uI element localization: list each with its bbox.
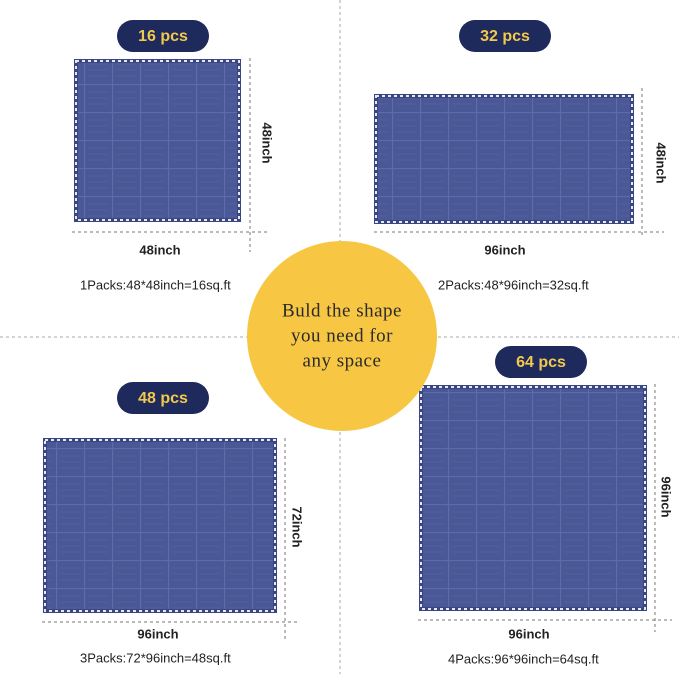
badge xyxy=(117,20,209,52)
mat xyxy=(419,385,647,611)
mat-edge xyxy=(420,386,646,610)
width-label: 48inch xyxy=(139,242,180,257)
caption: 3Packs:72*96inch=48sq.ft xyxy=(80,650,231,665)
panel: 48 pcs 96inch 72inch 3Packs:72*96inch=48… xyxy=(42,382,305,665)
badge xyxy=(459,20,551,52)
panel: 32 pcs 96inch 48inch 2Packs:48*96inch=32… xyxy=(374,20,669,292)
mat-edge xyxy=(375,95,633,223)
width-label: 96inch xyxy=(508,626,549,641)
width-label: 96inch xyxy=(484,242,525,257)
badge-text: 32 pcs xyxy=(480,28,530,45)
center-text: you need for xyxy=(291,325,393,346)
badge-text: 64 pcs xyxy=(516,354,566,371)
center-text: any space xyxy=(303,350,382,371)
panel: 16 pcs 48inch 48inch 1Packs:48*48inch=16… xyxy=(72,20,275,292)
caption: 1Packs:48*48inch=16sq.ft xyxy=(80,277,231,292)
mat xyxy=(43,438,277,613)
badge xyxy=(495,346,587,378)
badge xyxy=(117,382,209,414)
height-label: 72inch xyxy=(290,506,305,547)
caption: 4Packs:96*96inch=64sq.ft xyxy=(448,651,599,666)
height-label: 96inch xyxy=(659,476,674,517)
height-label: 48inch xyxy=(654,142,669,183)
mat xyxy=(74,59,241,222)
panel: 64 pcs 96inch 96inch 4Packs:96*96inch=64… xyxy=(418,346,674,666)
badge-text: 16 pcs xyxy=(138,28,188,45)
caption: 2Packs:48*96inch=32sq.ft xyxy=(438,277,589,292)
mat-edge xyxy=(44,439,276,612)
mat-edge xyxy=(75,60,240,221)
width-label: 96inch xyxy=(137,626,178,641)
center-text: Buld the shape xyxy=(282,300,402,321)
center-circle xyxy=(247,241,437,431)
badge-text: 48 pcs xyxy=(138,390,188,407)
mat xyxy=(374,94,634,224)
height-label: 48inch xyxy=(260,122,275,163)
